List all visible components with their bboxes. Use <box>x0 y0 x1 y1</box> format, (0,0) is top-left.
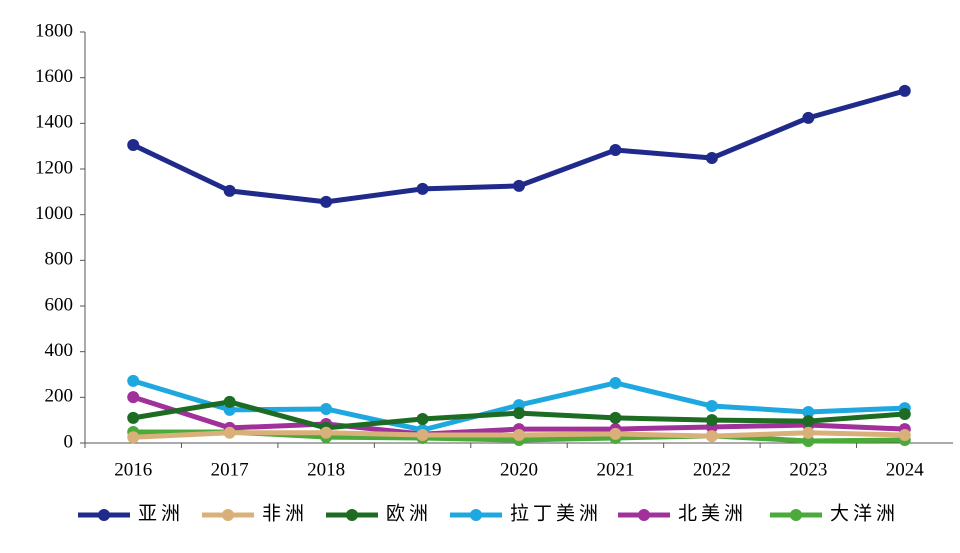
legend-marker <box>790 509 802 521</box>
point <box>513 407 525 420</box>
legend-label: 亚洲 <box>138 503 184 524</box>
point <box>898 408 911 421</box>
y-tick-label: 1400 <box>35 112 73 133</box>
y-tick-label: 1600 <box>35 66 73 87</box>
y-tick-label: 600 <box>45 294 74 315</box>
point <box>513 179 525 192</box>
point <box>705 430 718 443</box>
point <box>223 184 236 197</box>
legend-label: 拉丁美洲 <box>510 502 602 524</box>
point <box>609 411 622 424</box>
point <box>127 374 140 387</box>
y-tick-label: 1000 <box>35 203 73 224</box>
point <box>705 152 718 165</box>
legend-label: 欧洲 <box>386 502 432 524</box>
point <box>609 376 622 389</box>
point <box>513 429 525 442</box>
point <box>320 426 333 439</box>
x-tick-label: 2022 <box>693 459 731 480</box>
point <box>802 405 815 418</box>
point <box>705 400 718 413</box>
point <box>127 139 140 152</box>
point <box>802 111 815 124</box>
x-tick-label: 2019 <box>404 459 442 480</box>
x-tick-label: 2017 <box>211 459 249 480</box>
point <box>898 429 911 442</box>
point <box>127 431 140 444</box>
legend-marker <box>98 509 110 521</box>
point <box>320 195 333 208</box>
point <box>898 84 911 97</box>
x-tick-label: 2023 <box>789 459 827 480</box>
point <box>416 182 429 195</box>
point <box>802 426 815 439</box>
x-tick-label: 2016 <box>114 459 152 480</box>
point <box>223 426 236 439</box>
x-tick-label: 2018 <box>307 459 345 480</box>
legend-marker <box>222 509 234 521</box>
y-tick-label: 1800 <box>35 20 73 41</box>
point <box>416 413 429 426</box>
point <box>127 391 140 404</box>
y-tick-label: 1200 <box>35 157 73 178</box>
legend-marker <box>638 509 650 521</box>
point <box>802 434 815 447</box>
x-tick-label: 2020 <box>500 459 538 480</box>
point <box>127 411 140 424</box>
point <box>416 429 429 442</box>
point <box>320 402 333 415</box>
point <box>802 415 815 428</box>
x-tick-label: 2024 <box>886 459 925 480</box>
legend-label: 北美洲 <box>678 502 747 524</box>
y-tick-label: 0 <box>64 431 74 452</box>
y-tick-label: 200 <box>45 386 74 407</box>
point <box>223 395 236 408</box>
legend-marker <box>470 509 482 521</box>
point <box>609 144 622 157</box>
y-tick-label: 400 <box>45 340 74 361</box>
point <box>705 414 718 427</box>
y-tick-label: 800 <box>45 249 74 270</box>
legend-marker <box>346 509 358 521</box>
x-tick-label: 2021 <box>596 459 634 480</box>
legend-label: 大洋洲 <box>830 502 899 524</box>
point <box>609 427 622 440</box>
legend-label: 非洲 <box>262 502 308 524</box>
